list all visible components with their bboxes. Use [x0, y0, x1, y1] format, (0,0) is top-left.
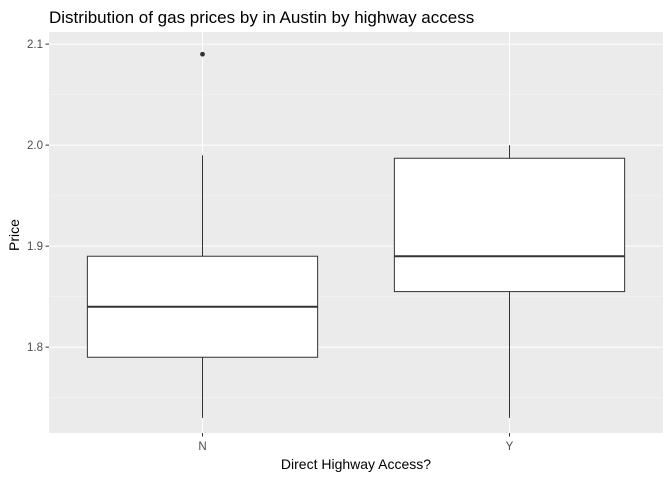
y-tick-label: 2.0 — [27, 140, 43, 152]
y-axis: 1.8 1.9 2.0 2.1 — [27, 39, 49, 354]
box-N — [86, 51, 319, 418]
y-tick-label: 1.9 — [27, 241, 43, 253]
x-axis-title: Direct Highway Access? — [281, 456, 431, 472]
x-tick-label: N — [198, 441, 206, 453]
y-tick-label: 1.8 — [27, 342, 43, 354]
y-tick-label: 2.1 — [27, 39, 43, 51]
outlier-point — [200, 51, 205, 57]
box-Y — [393, 145, 626, 418]
y-axis-title: Price — [6, 219, 22, 251]
chart-title: Distribution of gas prices by in Austin … — [49, 8, 474, 27]
box-iqr — [393, 157, 626, 293]
boxes — [86, 51, 626, 418]
x-tick-label: Y — [506, 441, 514, 453]
